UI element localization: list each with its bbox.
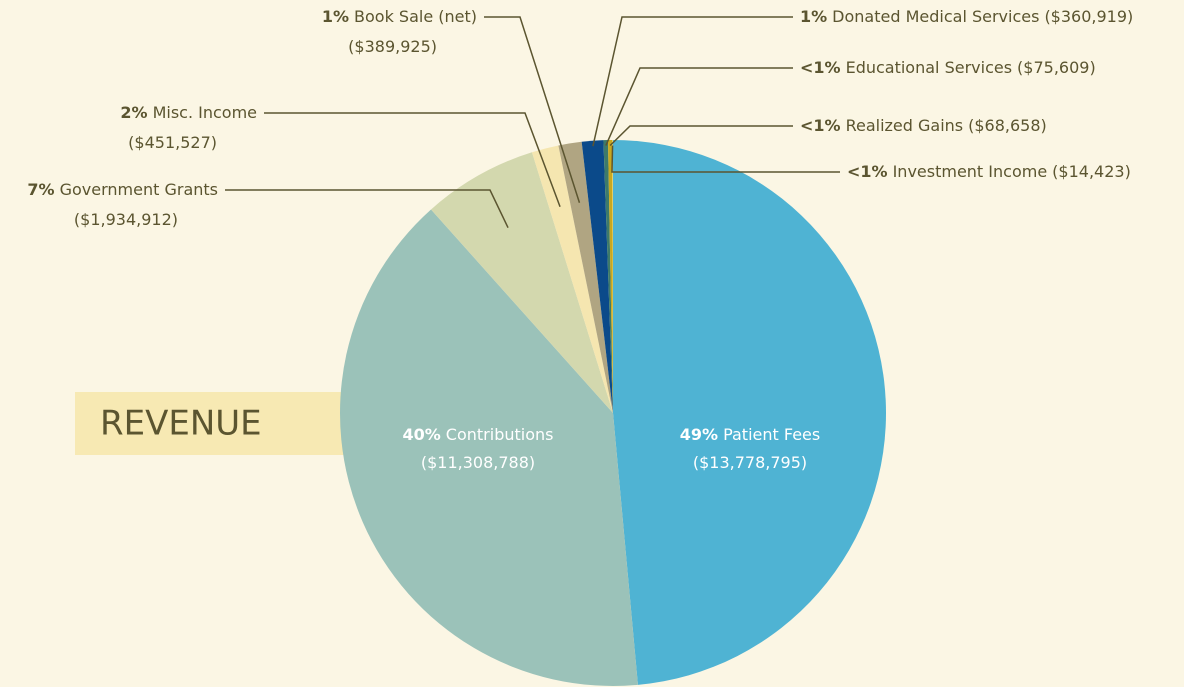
title-box [75, 392, 345, 455]
label-part: ($451,527) [128, 133, 217, 152]
label-part: 1% [800, 7, 827, 26]
slice-label: <1% Investment Income ($14,423) [847, 162, 1131, 181]
label-part: ($11,308,788) [421, 453, 535, 472]
label-part: ($75,609) [1017, 58, 1096, 77]
pie [339, 140, 887, 686]
pie-slice [603, 140, 613, 413]
labels: 49% Patient Fees ($13,778,795) 40% Contribut… [27, 7, 1133, 472]
pie-slice [607, 140, 613, 413]
pie-slice [431, 152, 613, 413]
label-part: 1% [322, 7, 349, 26]
label-part: Realized Gains [846, 116, 964, 135]
slice-label: 7% Government Grants ($1,934,912) [27, 180, 218, 229]
label-part: Educational Services [846, 58, 1012, 77]
slice-label: 1% Donated Medical Services ($360,919) [800, 7, 1133, 26]
label-part: ($389,925) [348, 37, 437, 56]
leader-line [225, 189, 509, 229]
label-part: <1% [847, 162, 888, 181]
label-part: ($68,658) [968, 116, 1047, 135]
pie-slice [531, 145, 613, 414]
slice-label: 1% Book Sale (net) ($389,925) [322, 7, 477, 56]
leader-line [605, 67, 793, 146]
label-part: Patient Fees [723, 425, 820, 444]
label-part: ($13,778,795) [693, 453, 807, 472]
label-part: 7% [27, 180, 54, 199]
leader-line [484, 16, 581, 203]
slice-label: <1% Educational Services ($75,609) [800, 58, 1096, 77]
slice-label: 49% Patient Fees ($13,778,795) [680, 425, 820, 472]
label-part: Contributions [446, 425, 554, 444]
label-part: <1% [800, 58, 841, 77]
leader-line [611, 145, 840, 173]
leader-line [264, 112, 561, 208]
pie-slice [558, 141, 613, 413]
label-part: Investment Income [893, 162, 1048, 181]
label-part: 2% [120, 103, 147, 122]
label-part: <1% [800, 116, 841, 135]
label-part: Misc. Income [153, 103, 257, 122]
label-part: Book Sale (net) [354, 7, 477, 26]
label-part: Government Grants [60, 180, 218, 199]
leader-line [592, 16, 793, 147]
slice-label: <1% Realized Gains ($68,658) [800, 116, 1047, 135]
slice-label: 2% Misc. Income ($451,527) [120, 103, 257, 152]
label-part: ($14,423) [1052, 162, 1131, 181]
pie-slice [612, 140, 613, 413]
leader-line [609, 125, 793, 147]
pie-slice [613, 140, 887, 685]
label-part: ($1,934,912) [74, 210, 178, 229]
pie-slice [339, 209, 638, 686]
label-part: Donated Medical Services [832, 7, 1039, 26]
label-part: 49% [680, 425, 718, 444]
chart-title: REVENUE [100, 404, 262, 444]
pie-slice [581, 140, 613, 413]
label-part: ($360,919) [1044, 7, 1133, 26]
label-part: 40% [403, 425, 441, 444]
slice-label: 40% Contributions ($11,308,788) [403, 425, 554, 472]
